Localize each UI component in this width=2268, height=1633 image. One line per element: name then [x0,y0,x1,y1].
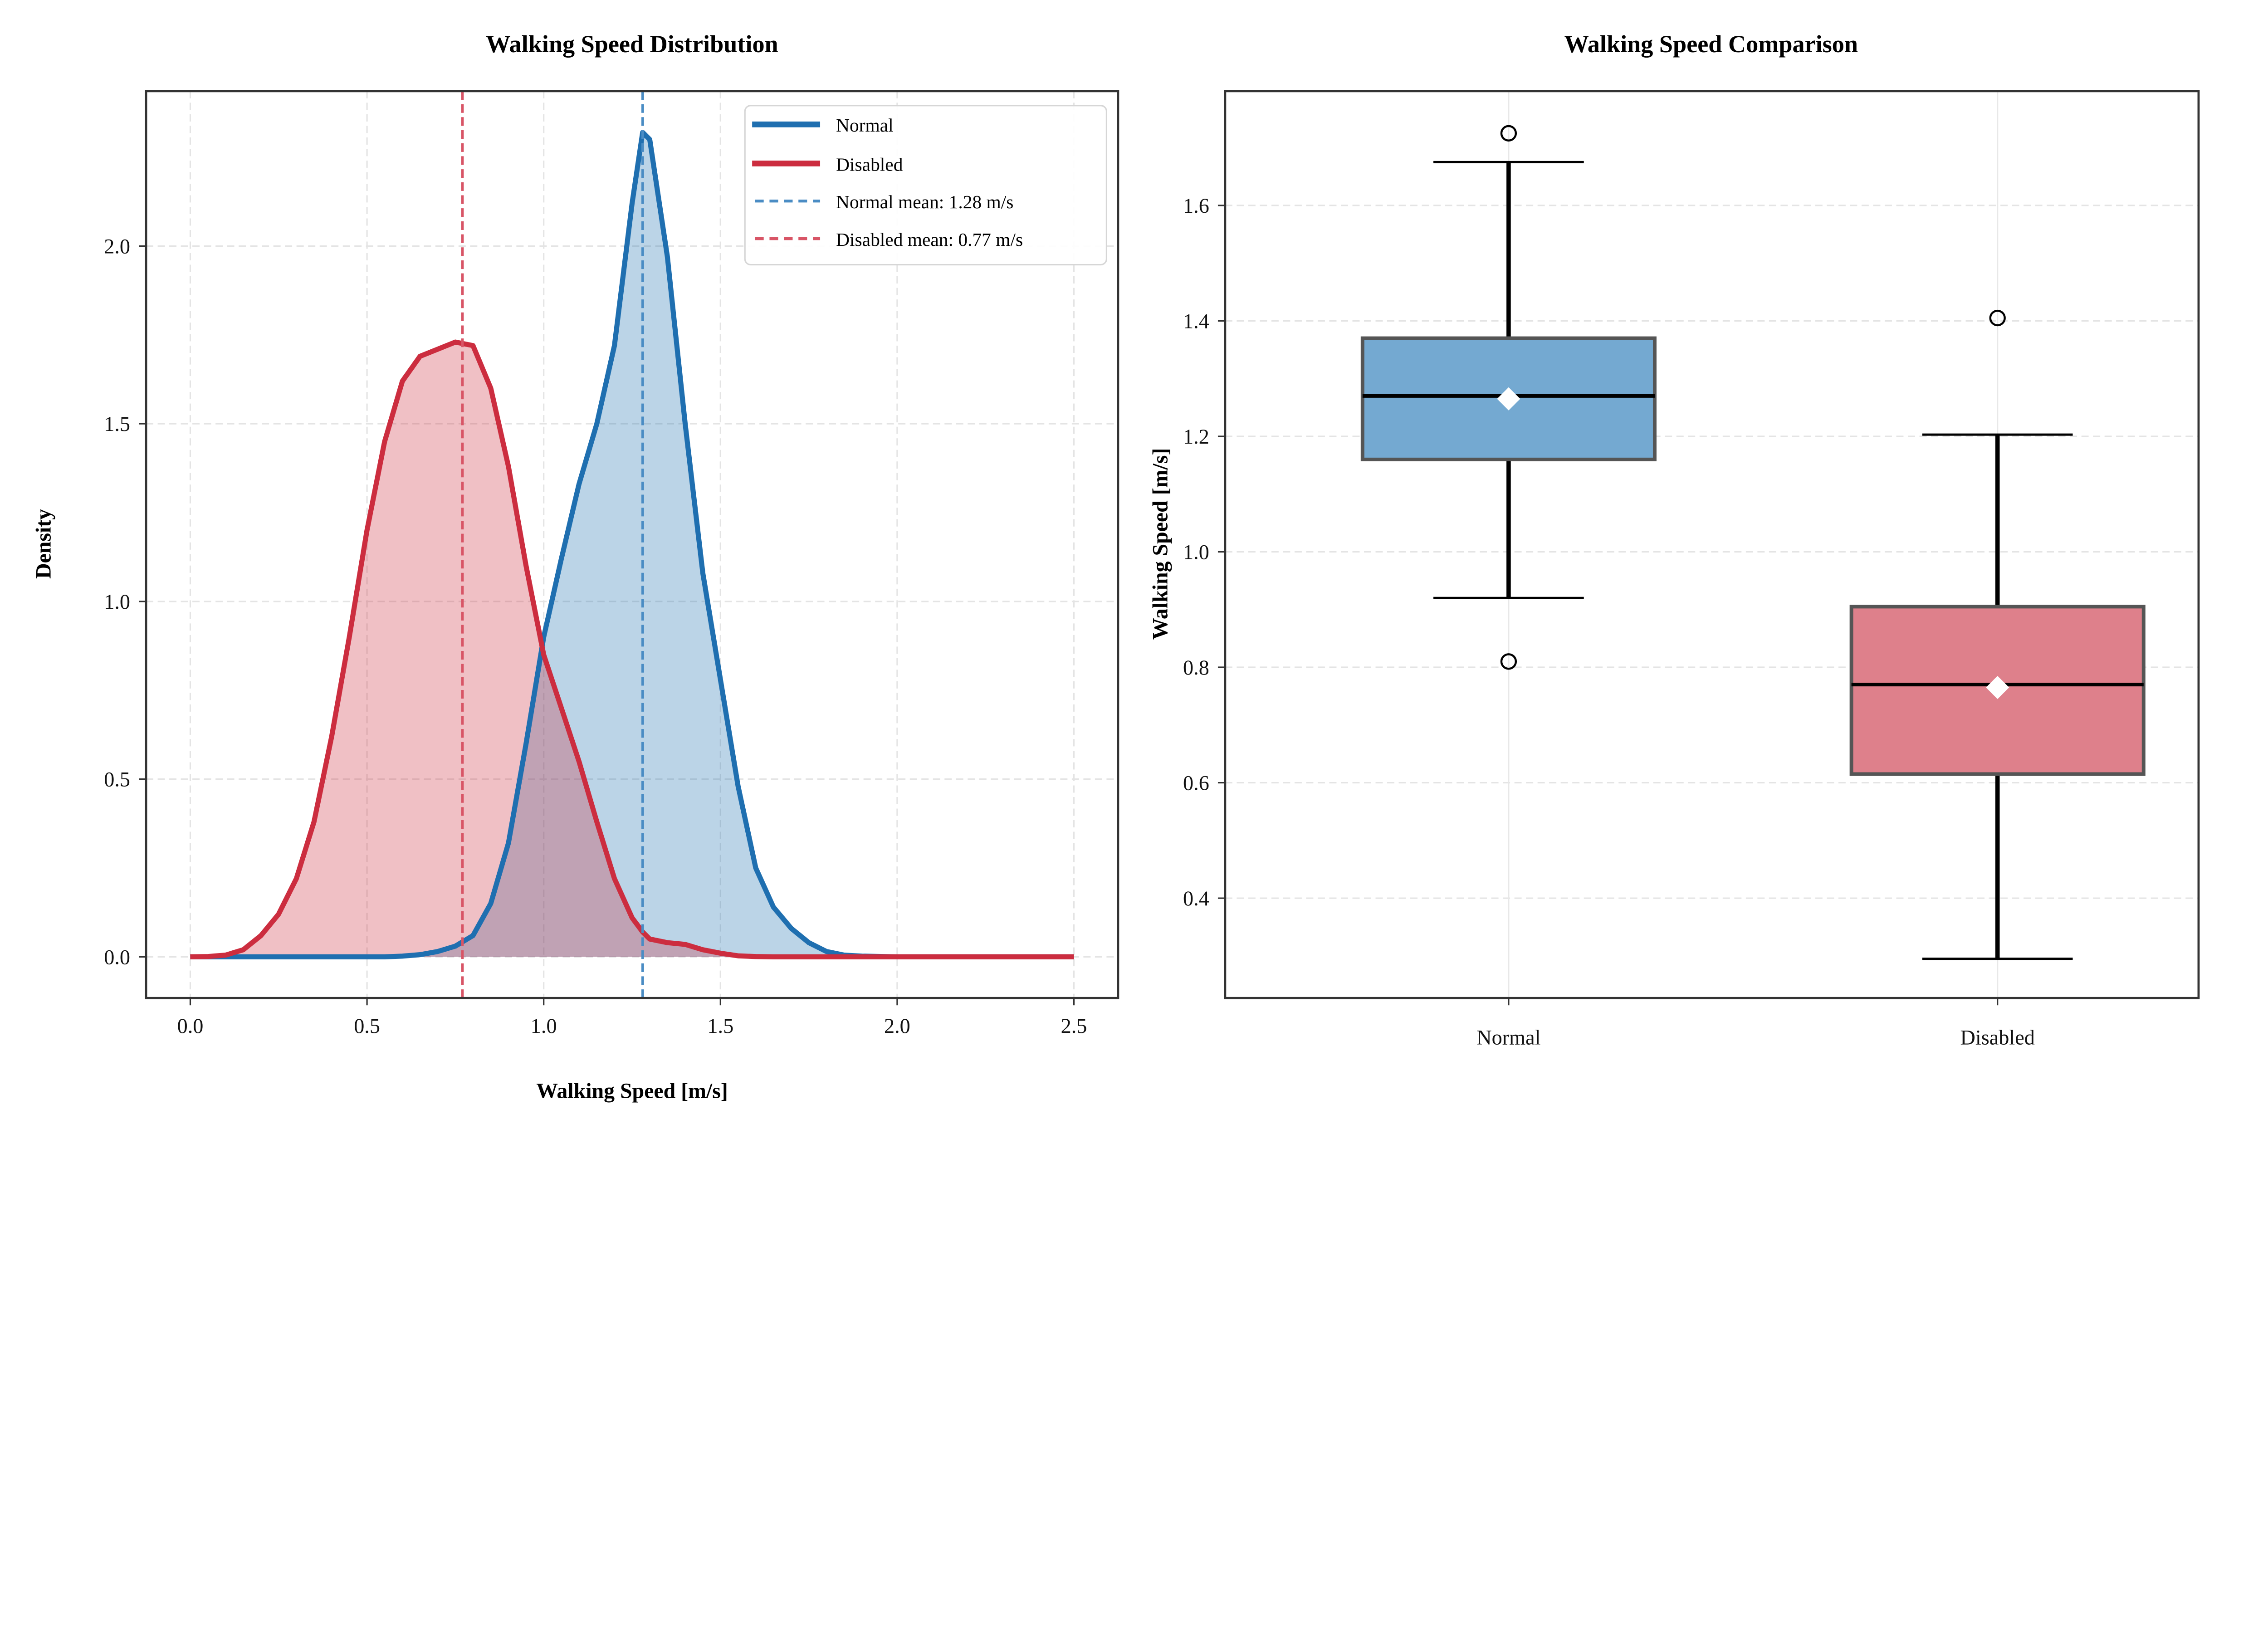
legend-label: Normal [836,115,894,136]
density-fill-disabled [190,342,1074,957]
legend-label: Normal mean: 1.28 m/s [836,191,1013,212]
density-line-disabled [190,339,1074,959]
density-chart: Walking Speed Distribution Walking Speed… [32,30,1119,1103]
y-tick-label: 0.6 [1183,771,1209,794]
density-fill-normal [190,132,1074,957]
x-tick-label: 0.5 [354,1014,380,1037]
plot-frame [1224,90,2200,999]
box-chart: Walking Speed Comparison Walking Speed [… [1148,30,2200,1049]
legend-label: Disabled mean: 0.77 m/s [836,229,1023,250]
y-tick-label: 1.2 [1183,425,1209,448]
x-tick-label: Disabled [1960,1026,2035,1049]
figure: Walking Speed Distribution Walking Speed… [32,30,2200,1103]
density-line-normal [190,130,1074,959]
mean-marker [1986,676,2009,699]
x-tick-label: 1.0 [531,1014,557,1037]
x-tick-label: 2.5 [1061,1014,1087,1037]
chart-title: Walking Speed Comparison [1564,30,1858,58]
x-axis-label: Walking Speed [m/s] [536,1079,728,1103]
x-tick-label: 1.5 [707,1014,733,1037]
outlier-point [1989,309,2006,327]
y-tick-label: 0.4 [1183,887,1209,910]
y-tick-label: 1.5 [104,412,130,435]
outlier-point [1500,125,1517,142]
y-tick-label: 0.8 [1183,656,1209,679]
plot-frame [145,90,1119,999]
x-tick-label: 0.0 [177,1014,204,1037]
mean-marker [1497,387,1520,411]
y-tick-label: 1.4 [1183,309,1209,332]
chart-title: Walking Speed Distribution [486,30,778,58]
y-tick-label: 0.5 [104,768,130,791]
legend: Normal Disabled Normal mean: 1.28 m/s Di… [744,105,1108,266]
x-tick-label: Normal [1476,1026,1540,1049]
y-axis-label: Density [32,509,56,579]
y-tick-label: 1.0 [104,590,130,613]
legend-label: Disabled [836,154,903,175]
y-axis-label: Walking Speed [m/s] [1148,448,1172,640]
y-tick-label: 1.6 [1183,194,1209,217]
y-tick-label: 0.0 [104,945,130,968]
outlier-point [1500,653,1517,670]
x-tick-label: 2.0 [884,1014,910,1037]
y-tick-label: 2.0 [104,235,130,258]
y-tick-label: 1.0 [1183,540,1209,563]
